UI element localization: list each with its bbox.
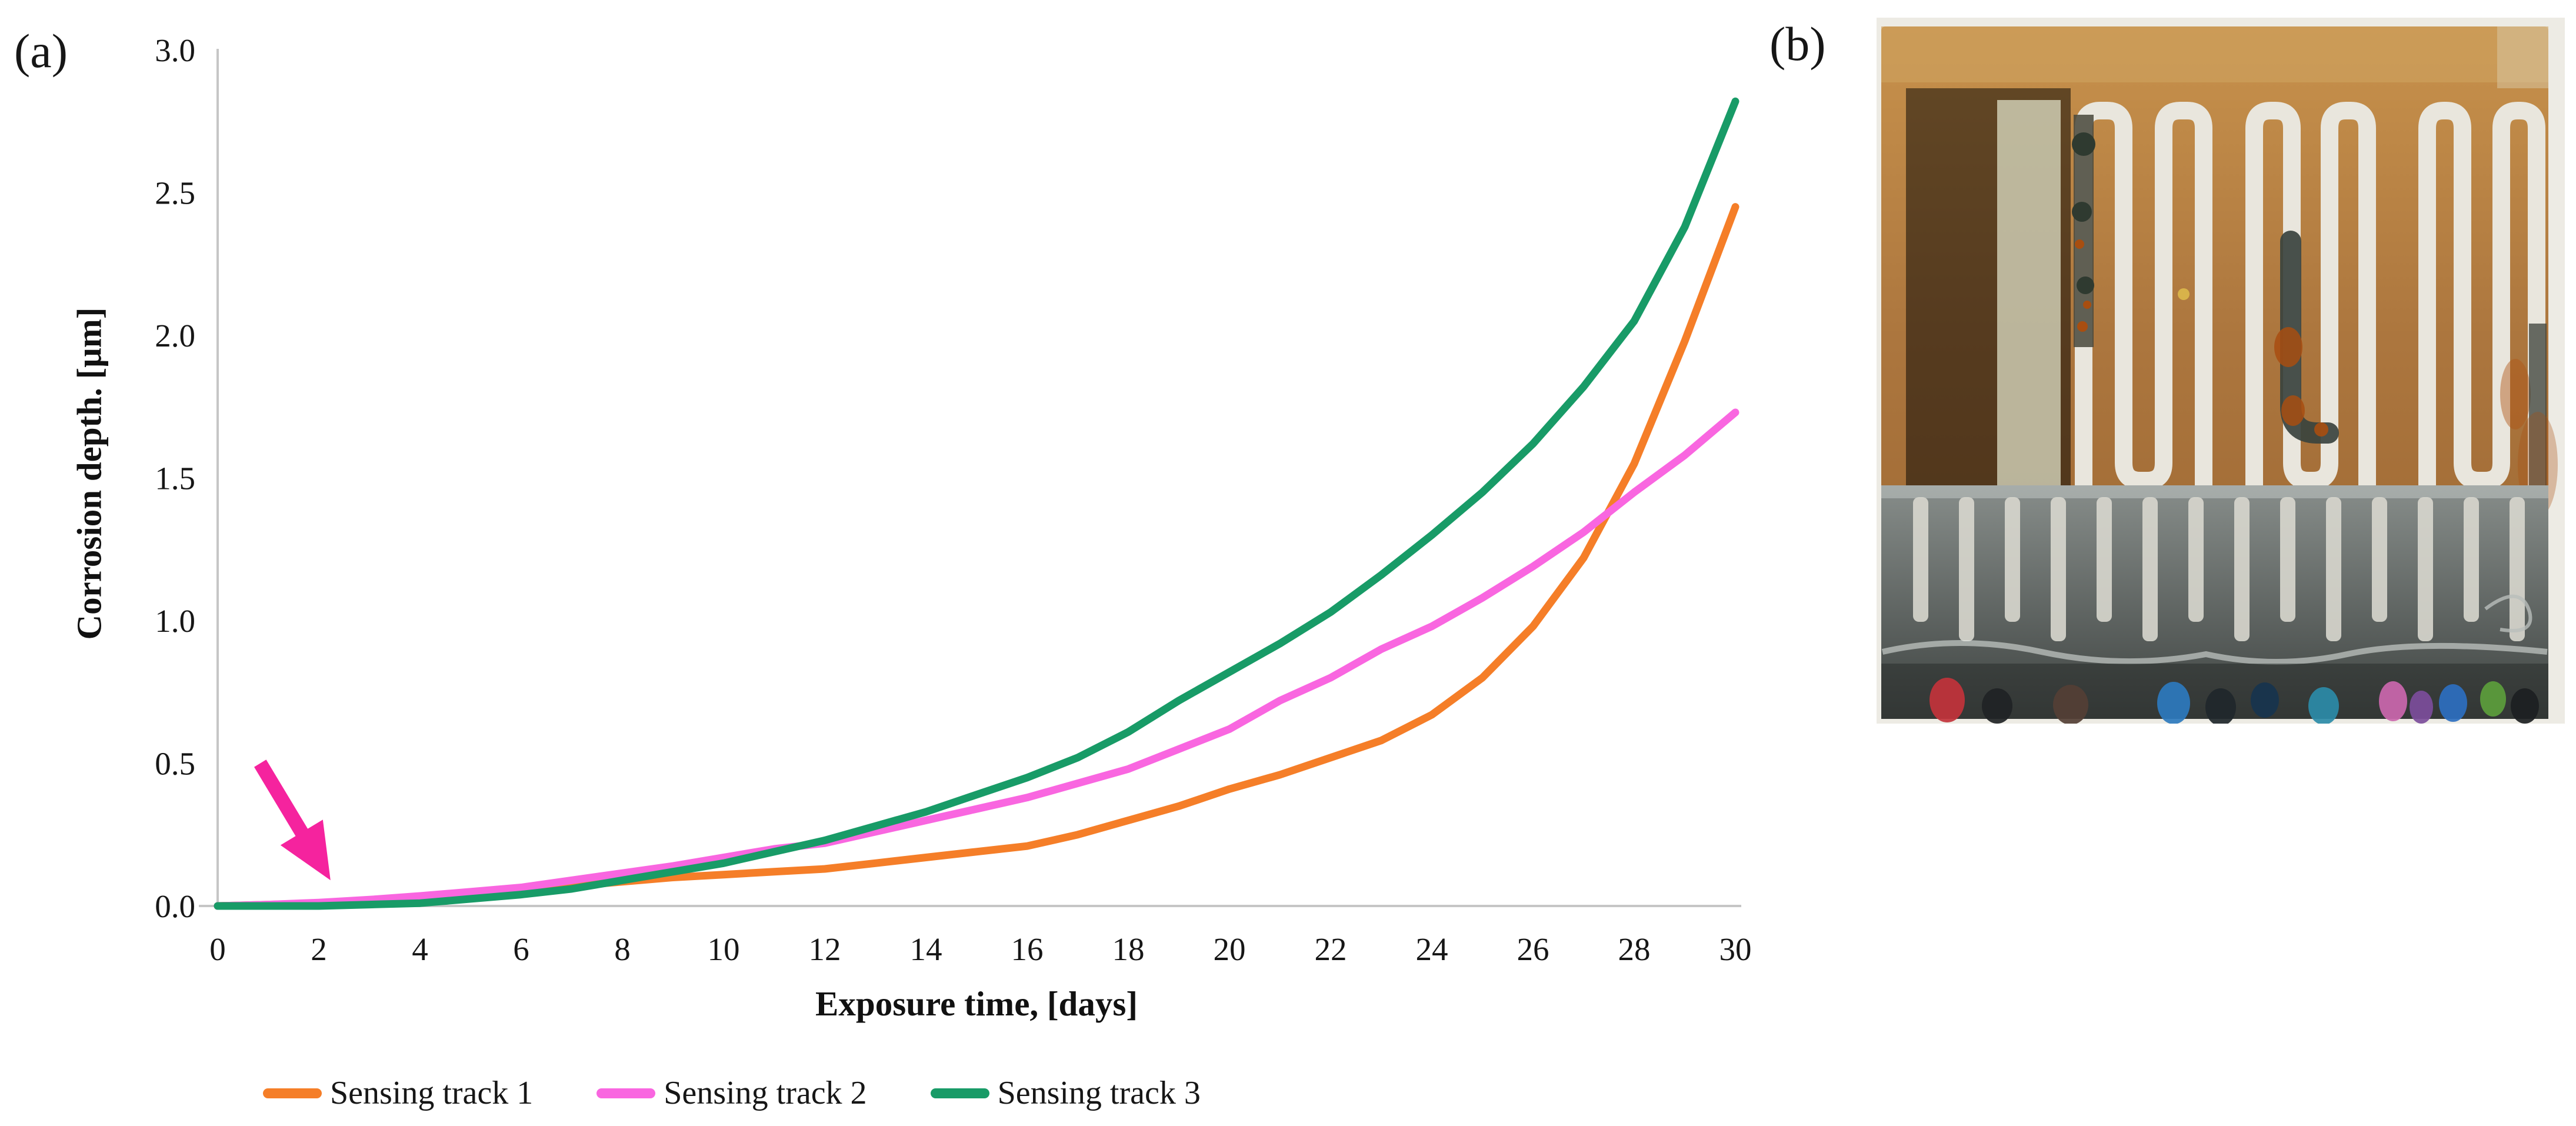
wire-blob: [1982, 688, 2012, 724]
wire-blob: [2205, 688, 2236, 724]
serpentine-track-2: [2245, 102, 2376, 503]
connector-finger: [1959, 497, 1974, 641]
x-tick-label: 10: [708, 931, 740, 967]
wires: [1929, 678, 2539, 724]
legend-label-track-1: Sensing track 1: [330, 1075, 534, 1111]
x-tick-label: 8: [614, 931, 631, 967]
x-tick-label: 28: [1618, 931, 1651, 967]
wire-blob: [2439, 684, 2467, 722]
connector-finger: [2418, 497, 2433, 641]
y-tick-label: 1.5: [155, 461, 195, 497]
wire-blob: [2157, 682, 2190, 724]
x-tick-label: 14: [910, 931, 942, 967]
connector-finger: [2005, 497, 2020, 622]
connector-finger: [2510, 497, 2525, 641]
x-tick-label: 6: [513, 931, 529, 967]
x-axis-title: Exposure time, [days]: [815, 984, 1138, 1023]
legend-item-track-1: Sensing track 1: [263, 1074, 533, 1112]
connector-finger: [2234, 497, 2250, 641]
y-tick-label: 0.0: [155, 888, 195, 924]
y-tick-label: 2.0: [155, 318, 195, 354]
wire-loop: [2484, 594, 2532, 632]
connector-finger: [2188, 497, 2204, 622]
series-line-track-3: [214, 97, 1739, 910]
chart-legend: Sensing track 1 Sensing track 2 Sensing …: [263, 1074, 1201, 1112]
panel-a-label: (a): [14, 24, 68, 78]
wire-blob: [2053, 685, 2088, 724]
legend-swatch-track-2: [596, 1088, 656, 1098]
series-line-track-2: [214, 408, 1739, 910]
serpentine-track-1: [2075, 102, 2212, 503]
gloss-highlight: [1881, 640, 2548, 665]
x-tick-label: 30: [1719, 931, 1752, 967]
connector-fingers: [1913, 497, 2525, 641]
connector-finger: [2372, 497, 2387, 622]
legend-item-track-2: Sensing track 2: [596, 1074, 867, 1112]
series-line-track-1: [214, 203, 1739, 910]
x-tick-label: 4: [412, 931, 428, 967]
wire-blob: [2511, 688, 2539, 724]
x-tick-label: 18: [1112, 931, 1145, 967]
legend-swatch-track-3: [930, 1088, 989, 1098]
y-tick-label: 3.0: [155, 32, 195, 68]
connector-finger: [2280, 497, 2295, 622]
y-tick-label: 1.0: [155, 603, 195, 639]
serpentine-track-3: [2418, 102, 2545, 503]
x-tick-label: 12: [809, 931, 841, 967]
wire-blob: [2410, 691, 2433, 724]
legend-label-track-3: Sensing track 3: [997, 1075, 1201, 1111]
y-tick-label: 0.5: [155, 746, 195, 782]
connector-finger: [2326, 497, 2341, 641]
connector-finger: [2051, 497, 2066, 641]
wire-blob: [2379, 681, 2407, 721]
wire-blob: [2308, 687, 2339, 724]
wire-blob: [2251, 682, 2279, 718]
y-tick-label: 2.5: [155, 175, 195, 211]
x-tick-label: 22: [1315, 931, 1347, 967]
silver-serpentine-tracks: [2075, 102, 2545, 503]
sensor-photo: [1877, 18, 2565, 724]
legend-item-track-3: Sensing track 3: [930, 1074, 1201, 1112]
legend-swatch-track-1: [263, 1088, 322, 1098]
x-tick-label: 20: [1214, 931, 1246, 967]
wire-blob: [2480, 681, 2506, 717]
legend-label-track-2: Sensing track 2: [664, 1075, 867, 1111]
connector-finger: [2097, 497, 2112, 622]
x-tick-label: 24: [1416, 931, 1448, 967]
connector-finger: [2142, 497, 2158, 641]
x-tick-label: 0: [209, 931, 226, 967]
x-tick-label: 16: [1011, 931, 1044, 967]
panel-b-label: (b): [1769, 17, 1826, 71]
y-axis-title: Corrosion depth. [μm]: [69, 307, 109, 640]
connector-finger: [1913, 497, 1928, 622]
wire-blob: [1929, 678, 1965, 722]
annotation-arrow-icon: [254, 759, 331, 881]
connector-band: [1881, 485, 2548, 724]
x-tick-label: 2: [311, 931, 327, 967]
connector-finger: [2464, 497, 2479, 622]
x-tick-label: 26: [1517, 931, 1549, 967]
